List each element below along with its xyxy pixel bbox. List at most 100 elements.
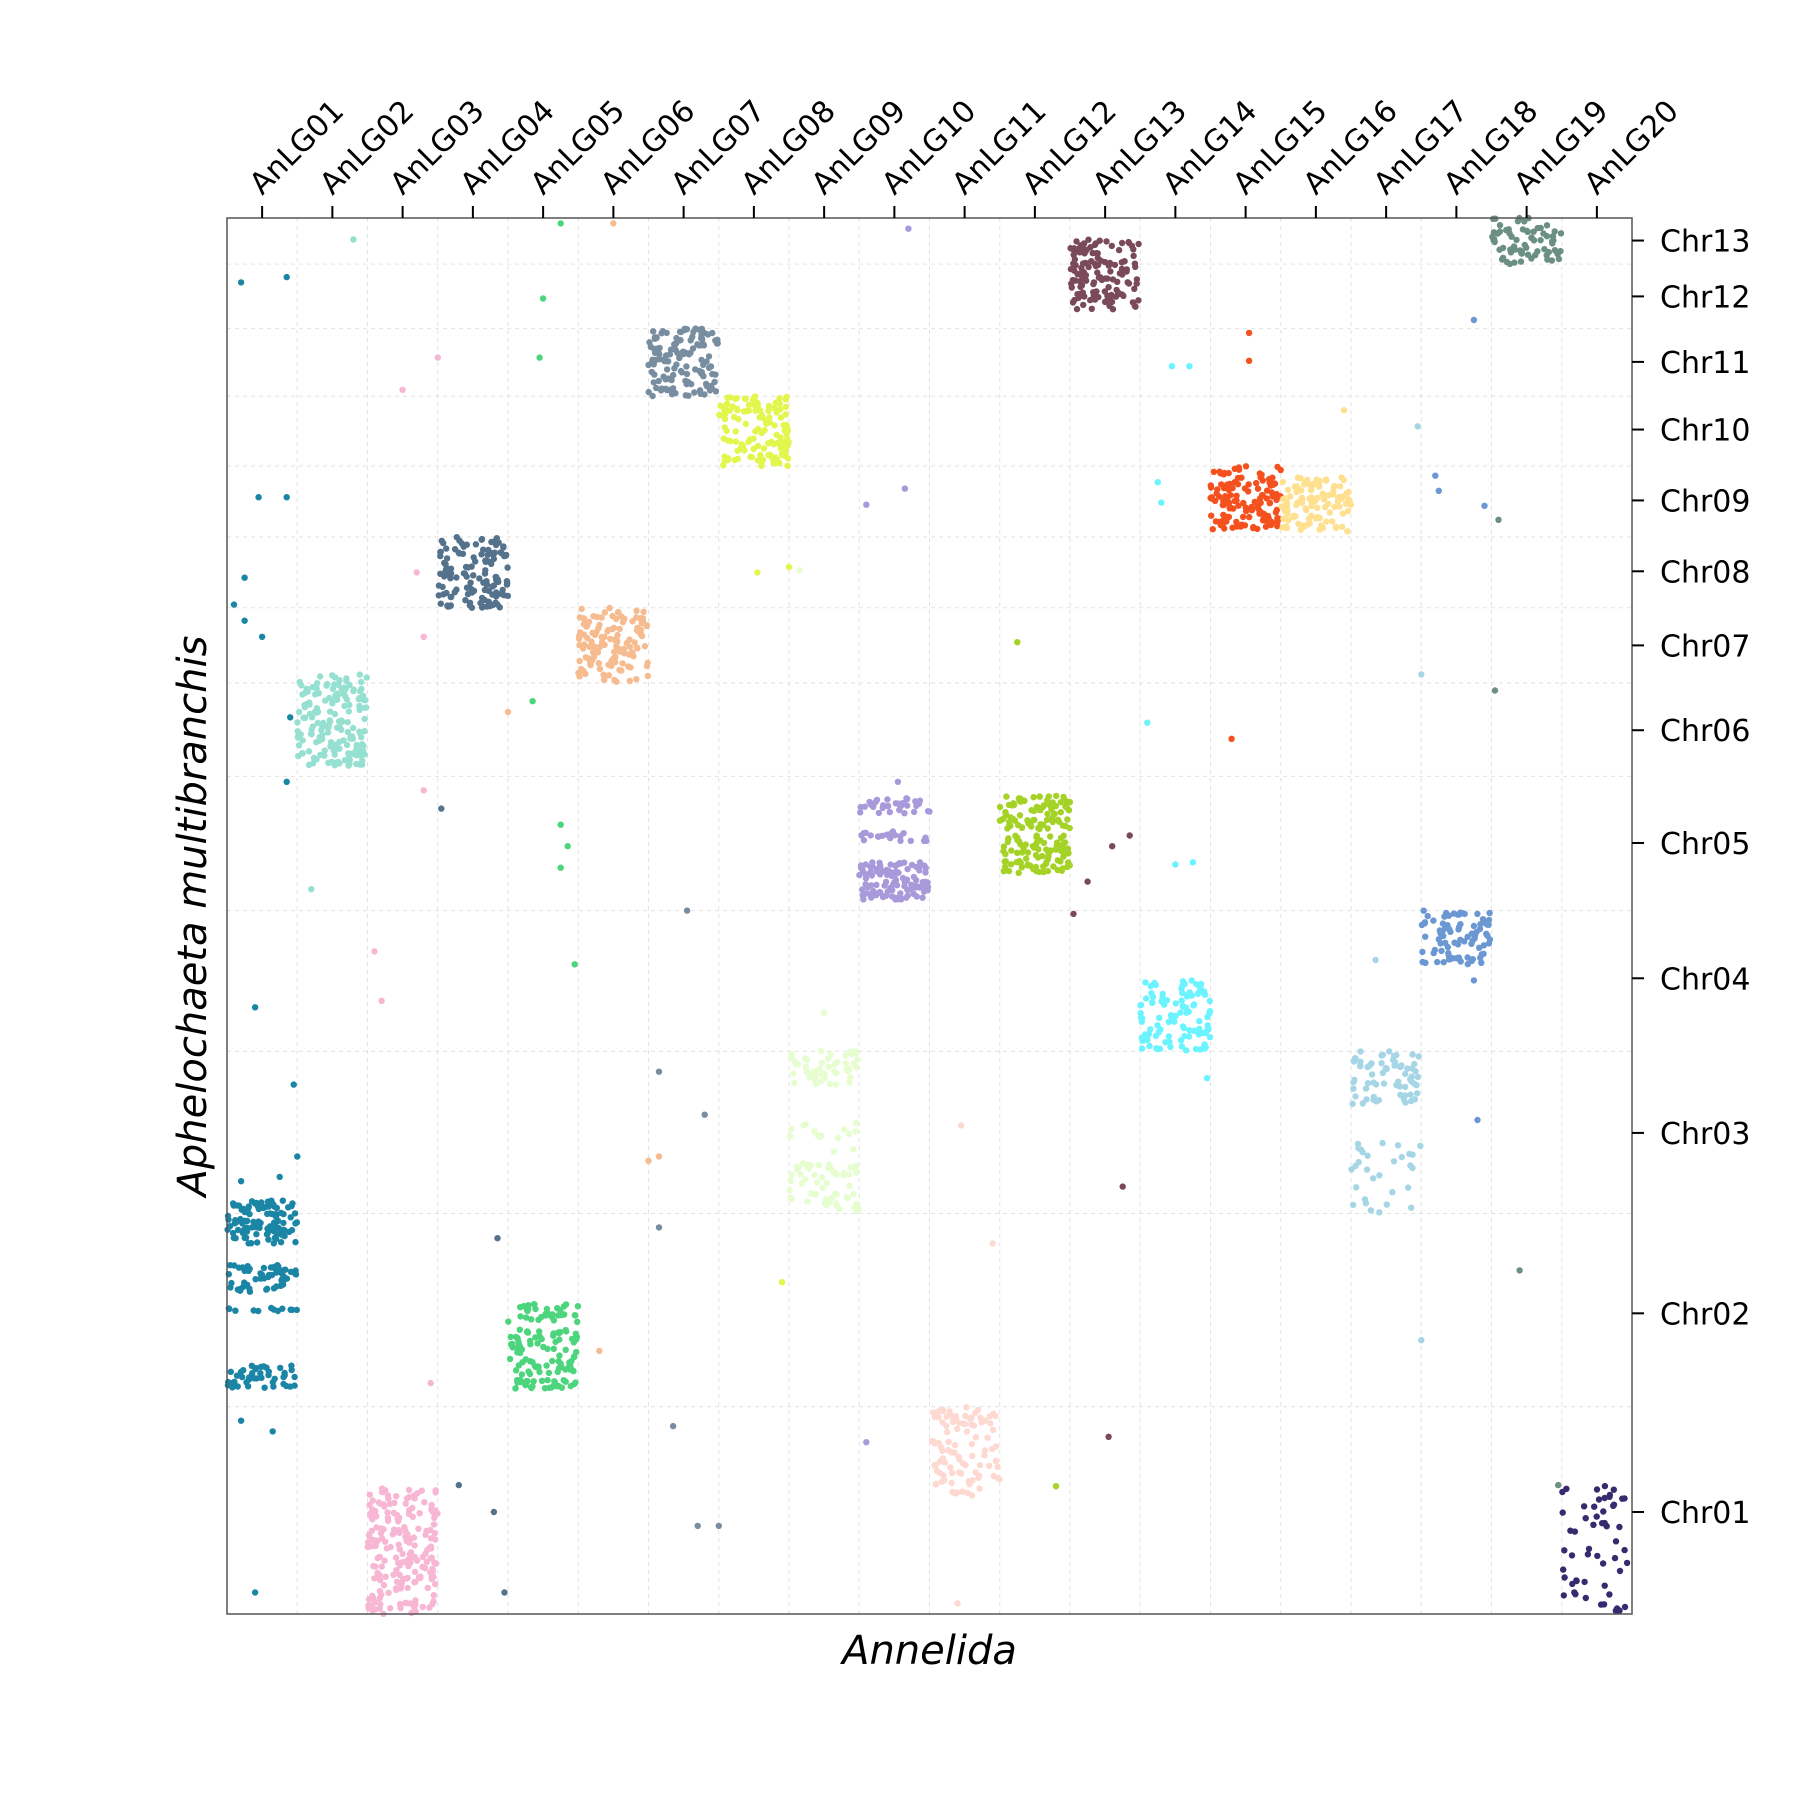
data-point (1178, 985, 1185, 992)
data-point (1287, 493, 1294, 500)
data-point (489, 583, 496, 590)
data-point (857, 803, 864, 811)
data-point (859, 886, 866, 893)
data-point (758, 462, 765, 470)
data-point (1060, 832, 1067, 839)
data-point (1207, 494, 1214, 502)
data-point (340, 737, 347, 744)
data-point (1203, 1075, 1211, 1082)
data-point (393, 1493, 400, 1500)
data-point (1094, 269, 1101, 276)
y-tick-label: Chr10 (1660, 414, 1750, 449)
data-point (1152, 1032, 1160, 1040)
data-point (492, 541, 500, 549)
data-point (377, 1601, 384, 1608)
data-point (257, 1270, 264, 1277)
data-point (232, 1219, 240, 1226)
data-point (1616, 1567, 1624, 1575)
data-point (1084, 878, 1091, 885)
data-point (506, 1355, 514, 1363)
data-point (391, 1499, 398, 1507)
data-point (292, 1238, 299, 1246)
data-point (398, 1559, 405, 1566)
data-point (1060, 840, 1067, 847)
data-point (1325, 492, 1333, 499)
data-point (1506, 260, 1514, 268)
data-point (700, 342, 708, 349)
data-point (279, 1279, 286, 1286)
data-point (954, 1425, 961, 1433)
data-point (1207, 482, 1215, 489)
data-point (1494, 230, 1501, 237)
data-point (462, 563, 470, 571)
data-point (1490, 237, 1497, 244)
data-point (1065, 859, 1072, 866)
data-point (1293, 488, 1300, 496)
data-point (1375, 1096, 1383, 1104)
data-point (705, 353, 713, 360)
data-point (957, 1122, 965, 1129)
data-point (689, 333, 696, 340)
data-point (981, 1447, 989, 1454)
data-point (293, 1219, 301, 1226)
data-point (324, 680, 331, 688)
data-point (229, 1229, 237, 1237)
data-point (745, 438, 752, 445)
data-point (1408, 1204, 1415, 1211)
data-point (1376, 1209, 1383, 1216)
data-point (1014, 639, 1021, 646)
data-point (1126, 832, 1133, 839)
data-point (1438, 947, 1445, 955)
data-point (1611, 1554, 1619, 1562)
data-point (1485, 916, 1493, 924)
data-point (912, 877, 920, 884)
data-point (1030, 807, 1038, 815)
data-point (972, 1409, 979, 1417)
data-point (1447, 955, 1455, 963)
data-point (1450, 910, 1458, 917)
data-point (1402, 1083, 1409, 1091)
data-point (279, 1197, 286, 1204)
data-point (777, 434, 784, 441)
data-point (1418, 671, 1425, 678)
data-point (884, 796, 891, 803)
data-point (369, 1506, 376, 1513)
data-point (613, 615, 620, 623)
data-point (396, 1600, 404, 1608)
data-point (769, 454, 776, 462)
data-point (1091, 260, 1099, 268)
data-point (277, 1239, 285, 1246)
data-point (1530, 237, 1538, 244)
data-point (1372, 956, 1379, 964)
data-point (968, 1440, 976, 1448)
data-point (1344, 528, 1351, 535)
data-point (611, 648, 618, 656)
data-point (598, 614, 605, 621)
data-point (274, 1307, 282, 1315)
data-point (488, 538, 495, 546)
data-point (438, 805, 445, 812)
data-point (556, 1352, 563, 1359)
data-point (291, 1373, 298, 1381)
data-point (321, 747, 328, 754)
data-point (392, 1554, 400, 1561)
cluster-4 (224, 1362, 298, 1391)
data-point (241, 617, 248, 624)
data-point (1601, 1582, 1608, 1589)
data-point (668, 376, 675, 384)
data-point (384, 1492, 391, 1499)
data-point (1348, 1166, 1355, 1173)
data-point (1111, 261, 1119, 269)
data-point (523, 1314, 530, 1321)
data-point (227, 1284, 234, 1291)
cluster-3 (225, 1304, 300, 1315)
data-point (989, 1240, 996, 1247)
data-point (975, 1474, 982, 1482)
data-point (517, 1313, 524, 1320)
data-point (239, 1373, 246, 1381)
data-point (947, 1464, 954, 1471)
data-point (349, 735, 357, 742)
data-point (529, 1383, 536, 1390)
data-point (1610, 1501, 1618, 1508)
data-point (903, 876, 911, 883)
